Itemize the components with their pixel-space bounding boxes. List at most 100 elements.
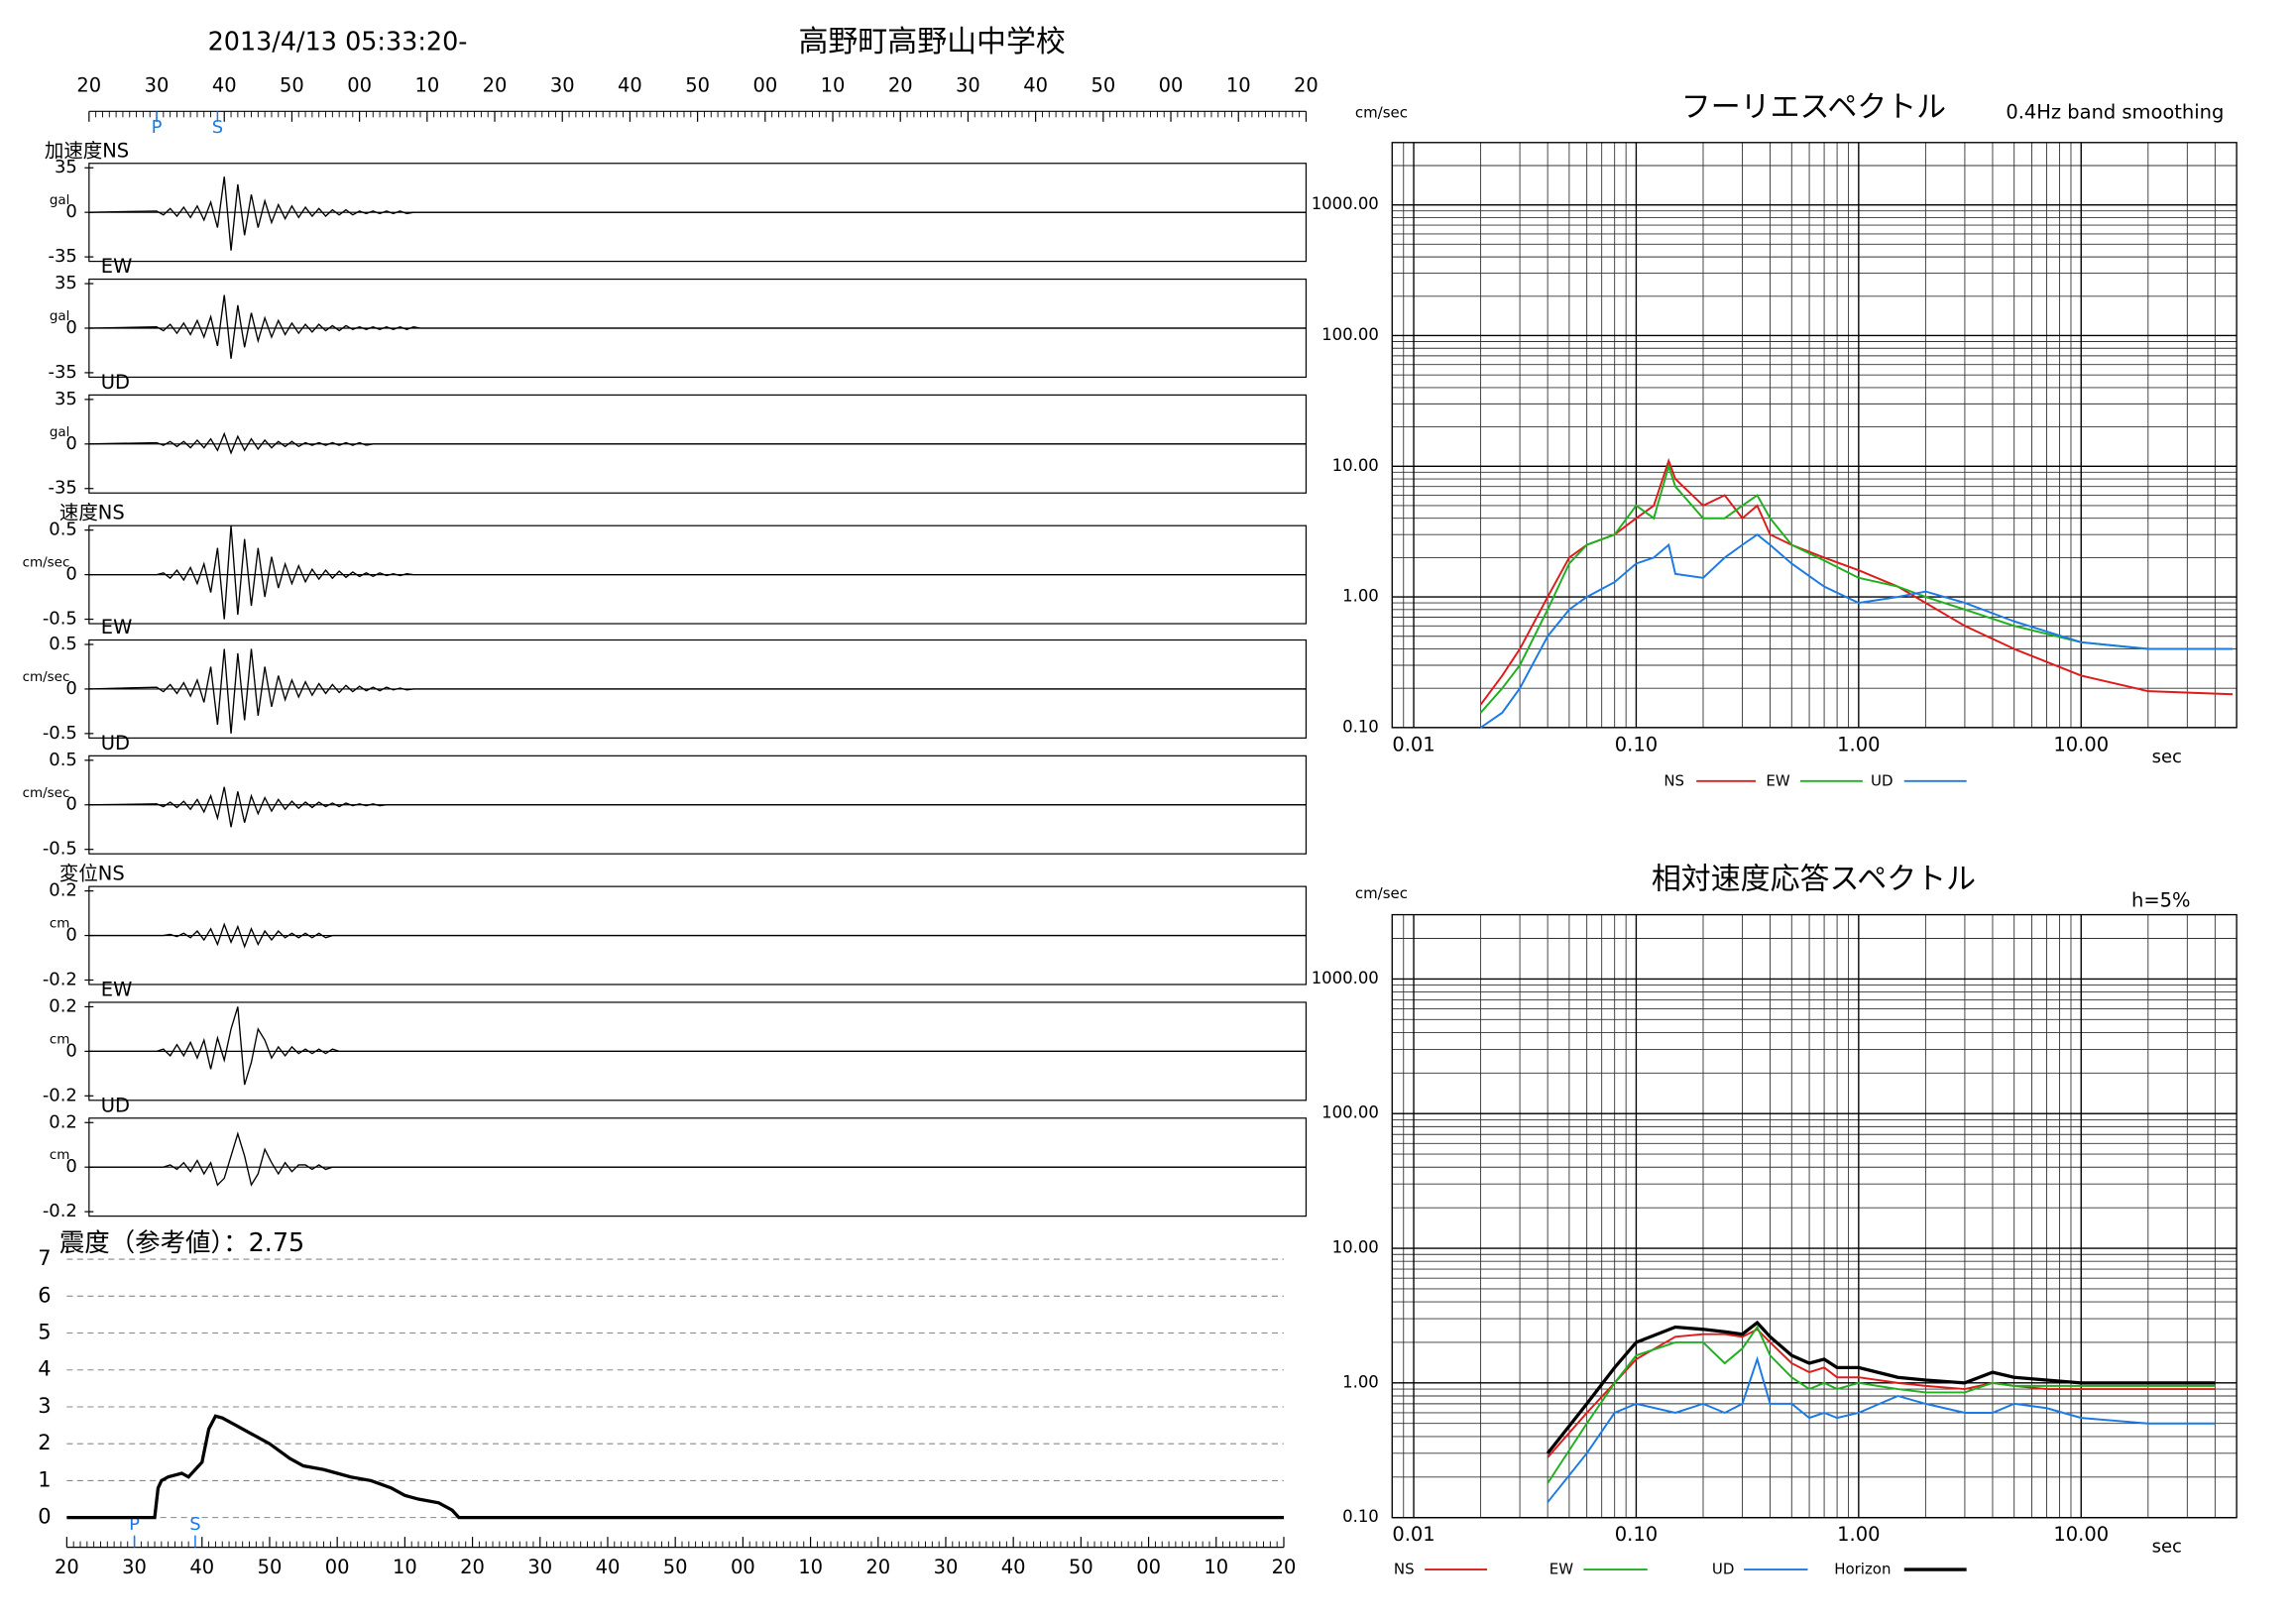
y-tick-label: 10.00 (1332, 1238, 1379, 1257)
waveform-trace (88, 294, 1307, 359)
x-tick-label: 30 (934, 1556, 959, 1578)
y-tick-label: 0 (65, 678, 76, 699)
spectrum-title: フーリエスペクトル (1681, 90, 1946, 125)
y-tick-label: -0.2 (43, 969, 77, 989)
x-tick-label: 10 (798, 1556, 823, 1578)
spectrum-line (1479, 462, 2234, 714)
y-tick-label: 4 (38, 1357, 51, 1381)
x-tick-label: 20 (1272, 1556, 1297, 1578)
y-tick-label: 6 (38, 1283, 51, 1307)
x-tick-label: 40 (596, 1556, 621, 1578)
x-tick-label: 50 (663, 1556, 688, 1578)
record-datetime: 2013/4/13 05:33:20- (208, 27, 468, 57)
y-tick-label: -0.5 (43, 839, 77, 860)
y-tick-label: 0.2 (49, 1111, 77, 1132)
x-tick-label: 20 (483, 73, 508, 96)
x-tick-label: 30 (550, 73, 575, 96)
y-tick-label: 0 (65, 1040, 76, 1061)
trace-unit: cm/sec (23, 785, 70, 801)
legend-label: UD (1712, 1561, 1734, 1578)
intensity-title: 震度（参考値）：2.75 (59, 1228, 304, 1258)
y-tick-label: 0 (65, 564, 76, 585)
spectrum-subtitle: 0.4Hz band smoothing (2006, 100, 2224, 123)
x-tick-label: 50 (258, 1556, 283, 1578)
x-tick-label: 20 (76, 73, 101, 96)
legend-label: NS (1664, 771, 1684, 789)
y-tick-label: 10.00 (1332, 456, 1379, 475)
y-axis-unit: cm/sec (1355, 103, 1408, 121)
y-tick-label: 0 (65, 1156, 76, 1177)
x-tick-label: 30 (527, 1556, 552, 1578)
x-tick-label: 40 (1023, 73, 1048, 96)
x-tick-label: 20 (888, 73, 913, 96)
x-tick-label: 10 (1226, 73, 1251, 96)
x-tick-label: 30 (145, 73, 170, 96)
y-tick-label: 3 (38, 1394, 51, 1418)
legend-label: UD (1871, 771, 1893, 789)
x-axis-unit: sec (2152, 1537, 2182, 1558)
waveform-trace (88, 176, 1307, 251)
trace-unit: cm (50, 916, 70, 932)
x-tick-label: 00 (347, 73, 372, 96)
y-axis-unit: cm/sec (1355, 884, 1408, 902)
y-tick-label: 7 (38, 1246, 51, 1270)
trace-label: 変位NS (59, 863, 125, 885)
trace-label: EW (101, 978, 133, 1000)
spectrum-line (1480, 532, 2234, 729)
x-tick-label: 00 (325, 1556, 350, 1578)
spectrum-line (1547, 1325, 2216, 1484)
y-tick-label: 1000.00 (1312, 194, 1379, 213)
x-tick-label: 0.01 (1392, 733, 1435, 755)
phase-marker-label: P (152, 117, 163, 138)
x-tick-label: 10.00 (2053, 1523, 2109, 1546)
y-tick-label: -0.5 (43, 609, 77, 630)
trace-unit: gal (50, 192, 70, 208)
trace-unit: cm/sec (23, 669, 70, 685)
y-tick-label: 100.00 (1321, 1103, 1379, 1122)
y-tick-label: 0.2 (49, 995, 77, 1016)
trace-unit: cm (50, 1031, 70, 1047)
y-tick-label: -0.2 (43, 1201, 77, 1221)
x-tick-label: 10 (1204, 1556, 1228, 1578)
station-name: 高野町高野山中学校 (798, 25, 1065, 59)
y-tick-label: -0.2 (43, 1085, 77, 1105)
y-tick-label: 100.00 (1321, 325, 1379, 344)
trace-label: 速度NS (59, 502, 125, 524)
x-tick-label: 40 (1001, 1556, 1026, 1578)
legend-label: EW (1766, 771, 1789, 789)
y-tick-label: -0.5 (43, 723, 77, 744)
trace-label: EW (101, 616, 133, 638)
x-tick-label: 0.10 (1615, 733, 1658, 755)
trace-label: 加速度NS (45, 139, 129, 162)
y-tick-label: 0 (65, 925, 76, 946)
y-tick-label: 0.5 (49, 634, 77, 654)
trace-label: EW (101, 255, 133, 278)
x-tick-label: 1.00 (1837, 1523, 1880, 1546)
trace-unit: cm (50, 1147, 70, 1163)
x-tick-label: 20 (865, 1556, 890, 1578)
x-tick-label: 10 (414, 73, 439, 96)
trace-unit: gal (50, 424, 70, 440)
x-axis-unit: sec (2152, 747, 2182, 767)
waveform-trace (88, 786, 1307, 828)
y-tick-label: 0.10 (1342, 717, 1379, 736)
x-tick-label: 10 (393, 1556, 417, 1578)
x-tick-label: 00 (1159, 73, 1184, 96)
y-tick-label: 0 (38, 1505, 51, 1529)
trace-label: UD (101, 732, 130, 754)
trace-label: UD (101, 371, 130, 394)
y-tick-label: 1 (38, 1467, 51, 1491)
x-tick-label: 30 (956, 73, 980, 96)
waveform-trace (88, 1006, 1307, 1086)
phase-marker-label: S (189, 1514, 200, 1535)
y-tick-label: 0 (65, 433, 76, 454)
y-tick-label: -35 (49, 478, 77, 499)
x-tick-label: 40 (212, 73, 237, 96)
waveform-trace (88, 922, 1307, 949)
y-tick-label: 0 (65, 317, 76, 338)
x-tick-label: 0.01 (1392, 1523, 1435, 1546)
x-tick-label: 50 (1091, 73, 1115, 96)
y-tick-label: 0 (65, 794, 76, 815)
